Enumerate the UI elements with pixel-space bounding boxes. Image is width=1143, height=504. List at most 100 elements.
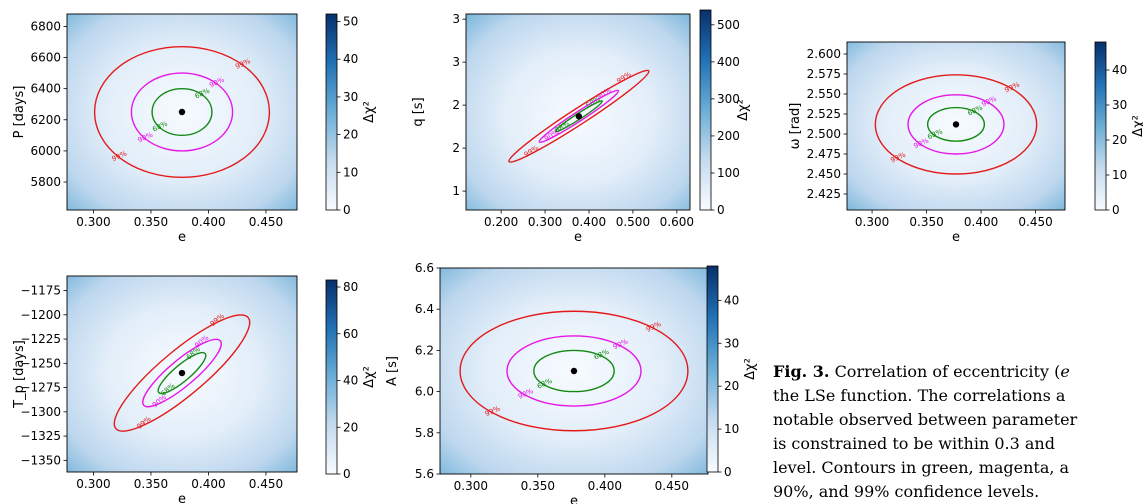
figure-caption: Fig. 3. Correlation of eccentricity (e t… <box>773 360 1143 504</box>
x-axis-label: e <box>178 492 186 504</box>
y-tick-label: −1350 <box>20 453 61 467</box>
chart-panel-p_e_omega: 68%68%90%90%99%99%0.300 0.350 0.400 0.4502.… <box>788 41 1143 245</box>
x-tick-label: 0.500 <box>616 215 650 229</box>
colorbar <box>325 13 338 211</box>
y-tick-label: 2.475 <box>807 147 841 161</box>
colorbar-label: Δχ² <box>736 99 751 121</box>
x-tick-label: 0.450 <box>1018 215 1052 229</box>
plot-frame <box>465 13 691 211</box>
chart-panel-p_e_A: 68%68%90%90%99%99% 0.300 0.350 0.400 0.450 5.… <box>385 261 758 504</box>
contour-99pct <box>459 310 689 432</box>
y-axis-label: P [days] <box>12 86 27 139</box>
contour-90pct <box>142 338 222 408</box>
caption-line-4: is constrained to be within 0.3 and <box>773 434 1055 453</box>
x-tick-label: 0.350 <box>134 215 168 229</box>
y-tick-label: 5.6 <box>415 467 434 481</box>
caption-line-1-tail: e <box>1060 362 1070 381</box>
colorbar <box>706 265 719 473</box>
y-axis-label: A [s] <box>385 356 400 386</box>
contour-90pct <box>506 335 642 407</box>
caption-line-3: notable observed between parameter <box>773 410 1078 429</box>
x-tick-label: 0.400 <box>191 215 225 229</box>
colorbar-tick-label: 0 <box>717 203 725 217</box>
x-tick-label: 0.450 <box>249 477 283 491</box>
caption-line-6: 90%, and 99% confidence levels. <box>773 482 1040 501</box>
colorbar-tick-label: 30 <box>724 336 739 350</box>
chart-panel-p_e_q: 68%68%90%90%99%99%0.200 0.300 0.400 0.500 0.… <box>411 9 751 245</box>
colorbar-tick-label: 20 <box>343 420 358 434</box>
y-tick-label: 3 <box>452 12 460 26</box>
x-tick-label: 0.450 <box>249 215 283 229</box>
caption-label: Fig. 3. <box>773 362 830 381</box>
y-tick-label: −1275 <box>20 381 61 395</box>
x-tick-label: 0.400 <box>964 215 998 229</box>
contour-99pct <box>113 314 251 432</box>
y-tick-label: 6.0 <box>415 385 434 399</box>
x-tick-label: 0.300 <box>855 215 889 229</box>
colorbar-tick-label: 20 <box>343 128 358 142</box>
y-tick-label: −1325 <box>20 429 61 443</box>
y-tick-label: −1200 <box>20 308 61 322</box>
colorbar-tick-label: 20 <box>724 379 739 393</box>
colorbar-tick-label: 30 <box>1112 98 1127 112</box>
y-tick-label: 6.6 <box>415 261 434 275</box>
colorbar-tick-label: 100 <box>717 166 740 180</box>
y-tick-label: 5.8 <box>415 426 434 440</box>
colorbar <box>699 9 712 211</box>
x-axis-label: e <box>570 494 578 504</box>
y-tick-label: 2.550 <box>807 87 841 101</box>
contour-68pct <box>533 349 615 393</box>
contour-90pct <box>130 72 234 152</box>
y-tick-label: −1225 <box>20 332 61 346</box>
y-tick-label: 6.2 <box>415 343 434 357</box>
colorbar-tick-label: 0 <box>724 465 732 479</box>
contours: 68%68%90%90%99%99% <box>93 45 271 179</box>
colorbar-tick-label: 20 <box>1112 133 1127 147</box>
y-tick-label: 1 <box>452 184 460 198</box>
y-tick-label: 3 <box>452 55 460 69</box>
y-tick-label: 2 <box>452 141 460 155</box>
colorbar-tick-label: 40 <box>343 374 358 388</box>
colorbar-tick-label: 10 <box>1112 168 1127 182</box>
caption-line-1: Correlation of eccentricity ( <box>834 362 1061 381</box>
x-tick-label: 0.350 <box>521 479 555 493</box>
y-tick-label: 6600 <box>30 51 61 65</box>
contour-68pct <box>151 87 213 137</box>
colorbar-tick-label: 10 <box>724 422 739 436</box>
y-tick-label: 2.500 <box>807 127 841 141</box>
x-tick-label: 0.400 <box>588 479 622 493</box>
colorbar-tick-label: 80 <box>343 280 358 294</box>
colorbar <box>325 279 338 475</box>
best-fit-point <box>178 369 186 377</box>
colorbar-label: Δχ² <box>1131 115 1143 137</box>
chart-panel-p_e_P: 68%68%90%90%99%99% 0.300 0.350 0.400 0.450 58… <box>12 13 377 245</box>
best-fit-point <box>952 121 960 128</box>
contour-68pct <box>157 351 207 395</box>
y-tick-label: 6.4 <box>415 302 434 316</box>
colorbar-label: Δχ² <box>743 358 758 380</box>
y-tick-label: −1250 <box>20 356 61 370</box>
contour-90pct <box>907 94 1005 155</box>
contours: 68%68%90%90%99%99% <box>459 310 689 432</box>
contour-99pct <box>508 69 650 163</box>
caption-line-2: the LSe function. The correlations a <box>773 386 1066 405</box>
y-tick-label: −1175 <box>20 284 61 298</box>
y-axis-label: q [s] <box>411 97 426 126</box>
x-tick-label: 0.600 <box>660 215 694 229</box>
y-tick-label: 2 <box>452 98 460 112</box>
colorbar-tick-label: 400 <box>717 55 740 69</box>
x-tick-label: 0.350 <box>909 215 943 229</box>
x-tick-label: 0.300 <box>454 479 488 493</box>
colorbar <box>1094 41 1107 211</box>
colorbar-tick-label: 40 <box>724 293 739 307</box>
x-tick-label: 0.400 <box>191 477 225 491</box>
y-axis-label: T_p [days] <box>12 340 27 409</box>
y-tick-label: −1300 <box>20 405 61 419</box>
y-tick-label: 6400 <box>30 82 61 96</box>
colorbar-label: Δχ² <box>362 101 377 123</box>
colorbar-tick-label: 200 <box>717 129 740 143</box>
x-tick-label: 0.200 <box>484 215 518 229</box>
plot-frame <box>846 41 1066 211</box>
x-tick-label: 0.300 <box>76 215 110 229</box>
colorbar-tick-label: 0 <box>343 203 351 217</box>
